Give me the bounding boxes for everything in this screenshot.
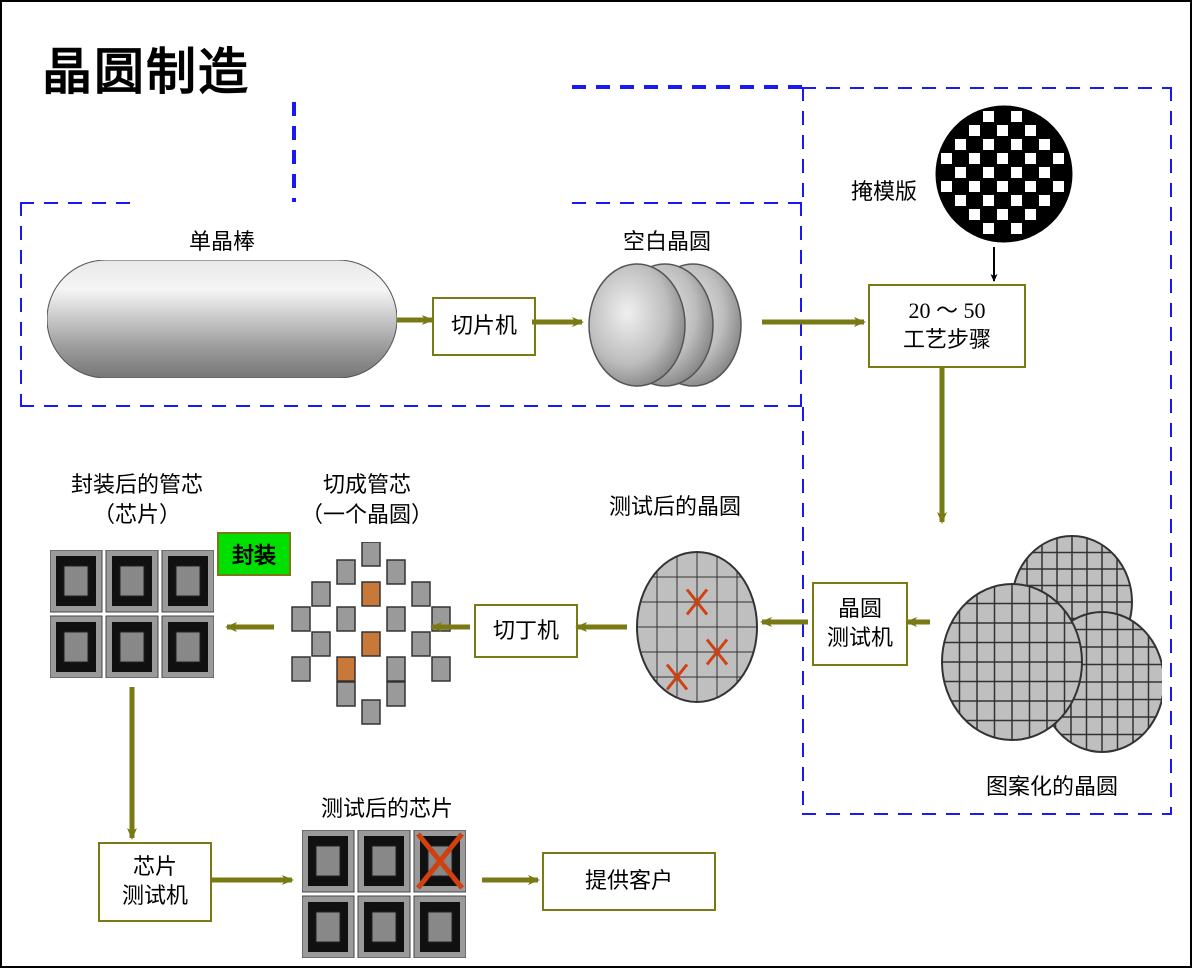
box-customer: 提供客户 [542, 852, 716, 911]
box-dicer: 切丁机 [474, 604, 578, 658]
badge-package: 封装 [217, 532, 291, 576]
lbl-mask: 掩模版 [834, 177, 934, 207]
box-steps: 20 ～ 50 工艺步骤 [868, 284, 1026, 368]
patterned-wafers-icon [932, 532, 1162, 762]
lbl-blank-wafer: 空白晶圆 [597, 227, 737, 257]
packaged-chips-b-icon [302, 830, 466, 958]
dashed-region-region-top-stub [292, 102, 300, 202]
lbl-cut-die: 切成管芯 （一个晶圆） [282, 470, 452, 529]
dashed-region-region-top-right-extend [572, 85, 808, 93]
die-scatter-icon [282, 542, 452, 732]
lbl-packaged-die: 封装后的管芯 （芯片） [42, 470, 232, 529]
lbl-ingot: 单晶棒 [162, 227, 282, 257]
tested-wafer-icon [632, 547, 762, 707]
blank-wafers-icon [582, 260, 757, 390]
box-chip-test: 芯片 测试机 [98, 842, 212, 922]
ingot-icon [47, 260, 397, 378]
box-wafer-test: 晶圆 测试机 [812, 582, 908, 666]
lbl-tested-chip: 测试后的芯片 [302, 794, 472, 824]
lbl-tested-wafer: 测试后的晶圆 [590, 492, 760, 522]
page-title: 晶圆制造 [42, 32, 250, 104]
mask-icon [932, 102, 1076, 246]
diagram-canvas: 晶圆制造单晶棒 空白晶圆 掩模版封装后的管芯 （芯片） 切成管芯 （一个晶圆） 测试后的… [0, 0, 1192, 968]
lbl-patterned: 图案化的晶圆 [957, 772, 1147, 802]
packaged-chips-a-icon [50, 550, 214, 678]
box-slicer: 切片机 [432, 297, 536, 356]
